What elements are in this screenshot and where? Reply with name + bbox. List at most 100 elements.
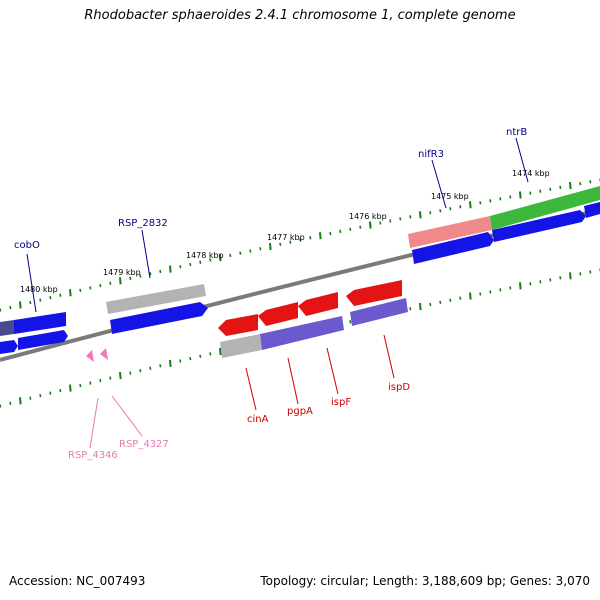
gene-blue-d[interactable] xyxy=(492,210,586,242)
label-ispD[interactable]: ispD xyxy=(388,382,410,393)
tick-label-1474: 1474 kbp xyxy=(512,169,550,178)
minor-tick xyxy=(299,238,302,242)
tick-labels: 1480 kbp 1479 kbp 1478 kbp 1477 kbp 1476… xyxy=(20,169,550,294)
major-tick xyxy=(469,292,472,300)
gene-purple-a[interactable] xyxy=(260,316,344,350)
minor-tick xyxy=(59,293,62,297)
major-tick xyxy=(519,282,522,290)
minor-tick xyxy=(349,320,352,324)
minor-tick xyxy=(479,201,482,205)
minor-tick xyxy=(189,262,192,267)
label-nifR3[interactable]: nifR3 xyxy=(418,149,444,160)
minor-tick xyxy=(129,276,132,281)
gene-purple-b[interactable] xyxy=(350,298,408,326)
label-pgpA[interactable]: pgpA xyxy=(287,406,313,417)
minor-tick xyxy=(209,258,212,262)
minor-tick xyxy=(109,376,112,380)
gene-dark-blue[interactable] xyxy=(0,320,14,336)
minor-tick xyxy=(139,274,142,278)
gene-RSP_4346[interactable] xyxy=(86,350,94,362)
label-ntrB[interactable]: ntrB xyxy=(506,127,527,138)
minor-tick xyxy=(49,295,52,300)
minor-tick xyxy=(109,281,112,285)
major-tick xyxy=(269,242,272,251)
reverse-genes xyxy=(86,280,408,362)
gene-blue-e[interactable] xyxy=(584,202,600,218)
label-RSP_4346[interactable]: RSP_4346 xyxy=(68,450,118,461)
major-tick xyxy=(69,289,72,297)
minor-tick xyxy=(79,288,82,293)
tick-label-1479: 1479 kbp xyxy=(103,268,141,277)
minor-tick xyxy=(0,404,2,408)
gene-gray-lower[interactable] xyxy=(220,334,262,358)
minor-tick xyxy=(509,286,512,290)
minor-tick xyxy=(589,270,592,274)
major-tick xyxy=(19,301,22,309)
leader-lines xyxy=(26,137,529,449)
leader-pgpA xyxy=(287,357,299,405)
major-tick xyxy=(569,181,572,190)
accession-text: Accession: NC_007493 xyxy=(9,574,146,588)
minor-tick xyxy=(99,378,102,383)
leader-RSP_4327 xyxy=(111,395,143,437)
major-tick xyxy=(119,277,122,285)
minor-tick xyxy=(549,278,552,282)
tick-label-1476: 1476 kbp xyxy=(349,212,387,221)
minor-tick xyxy=(289,240,292,244)
minor-tick xyxy=(9,305,12,310)
minor-tick xyxy=(409,215,412,219)
minor-tick xyxy=(249,249,252,253)
gene-blue-c[interactable] xyxy=(412,232,494,264)
tick-label-1478: 1478 kbp xyxy=(186,251,224,260)
gene-RSP_2832[interactable] xyxy=(106,284,206,314)
minor-tick xyxy=(179,265,182,269)
minor-tick xyxy=(439,209,442,213)
minor-tick xyxy=(189,356,192,361)
minor-tick xyxy=(49,391,52,395)
major-tick xyxy=(419,211,422,219)
label-RSP_4327[interactable]: RSP_4327 xyxy=(119,439,169,450)
leader-nifR3 xyxy=(431,159,447,209)
gene-cobO[interactable] xyxy=(14,312,66,334)
minor-tick xyxy=(259,247,262,251)
minor-tick xyxy=(29,300,32,305)
minor-tick xyxy=(329,231,332,236)
minor-tick xyxy=(89,286,92,290)
gene-blue-b[interactable] xyxy=(110,302,208,334)
minor-tick xyxy=(159,269,162,274)
minor-tick xyxy=(359,225,362,229)
gene-cinA[interactable] xyxy=(218,314,258,336)
minor-tick xyxy=(489,290,492,294)
major-tick xyxy=(419,303,422,311)
gene-ispD[interactable] xyxy=(346,280,402,306)
minor-tick xyxy=(499,288,502,292)
major-tick xyxy=(569,272,572,280)
gene-pgpA[interactable] xyxy=(258,302,298,326)
minor-tick xyxy=(389,219,392,223)
gene-nifR3[interactable] xyxy=(408,216,492,248)
minor-tick xyxy=(529,282,532,286)
major-tick xyxy=(19,397,22,405)
label-ispF[interactable]: ispF xyxy=(331,397,351,408)
label-RSP_2832[interactable]: RSP_2832 xyxy=(118,218,168,229)
minor-tick xyxy=(439,300,442,305)
major-tick xyxy=(169,359,172,367)
gene-RSP_4327[interactable] xyxy=(100,348,108,360)
leader-cobO xyxy=(26,253,37,313)
gene-ispF[interactable] xyxy=(298,292,338,316)
minor-tick xyxy=(229,253,232,258)
leader-cinA xyxy=(245,367,257,411)
minor-tick xyxy=(149,366,152,370)
outer-tick-ring xyxy=(0,178,600,312)
gene-blue-f[interactable] xyxy=(0,340,18,354)
gene-blue-g[interactable] xyxy=(18,330,68,350)
label-cobO[interactable]: cobO xyxy=(14,240,40,251)
gene-labels: cobO RSP_2832 nifR3 ntrB cinA pgpA ispF … xyxy=(14,127,527,461)
minor-tick xyxy=(209,352,212,356)
minor-tick xyxy=(549,187,552,191)
major-tick xyxy=(219,347,222,356)
minor-tick xyxy=(539,189,542,193)
gene-ntrB[interactable] xyxy=(490,186,600,230)
label-cinA[interactable]: cinA xyxy=(247,414,269,425)
minor-tick xyxy=(509,195,512,199)
